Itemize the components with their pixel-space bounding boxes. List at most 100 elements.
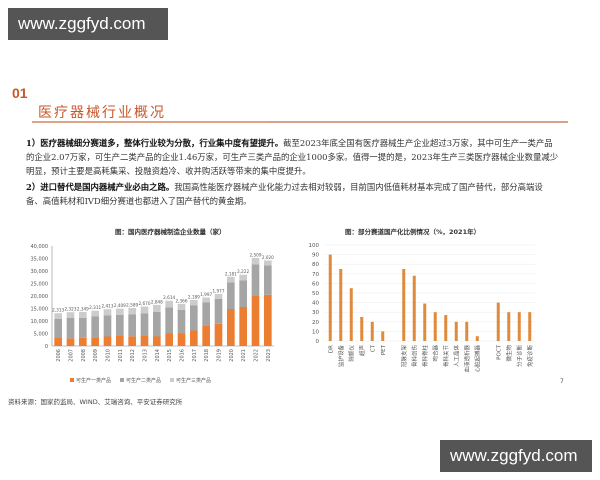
bar-segment [103, 336, 112, 346]
legend-swatch [120, 378, 124, 382]
bar [402, 269, 406, 341]
bar-segment [227, 282, 235, 309]
watermark-top: www.zggfyd.com [8, 8, 168, 40]
y-tick-label: 0 [316, 339, 320, 345]
bar [370, 321, 374, 341]
y-tick-label: 30 [312, 310, 319, 316]
bar-segment [177, 333, 186, 346]
legend-label: 可生产三类产品 [176, 377, 211, 384]
x-tick-label: 2008 [81, 349, 87, 362]
x-tick-label: 2015 [167, 349, 173, 362]
bar-segment [227, 309, 235, 346]
y-tick-label: 30,000 [31, 269, 49, 275]
bar-segment [79, 317, 87, 338]
bar-segment [165, 300, 173, 308]
paragraph-1-line3: 明显，预计主要是高耗集采、投融资趋冷、收并购活跃等带来的集中度提升。 [26, 166, 311, 176]
bar-segment [91, 310, 99, 317]
bar [360, 317, 364, 341]
bar [423, 303, 427, 341]
bar-segment [190, 330, 198, 346]
y-tick-label: 15,000 [31, 307, 49, 313]
x-tick-label: 骨科创伤 [410, 345, 418, 368]
bar-segment [91, 337, 99, 346]
bar-segment [251, 257, 260, 265]
bar [444, 315, 448, 341]
bar [517, 312, 521, 341]
paragraph-1: 1）医疗器械细分赛道多，整体行业较为分散，行业集中度有望提升。截至2023年底全… [26, 136, 586, 178]
source-note: 资料来源：国家药监局、WIND、艾瑞咨询、平安证券研究所 [8, 398, 183, 406]
watermark-bottom: www.zggfyd.com [440, 440, 592, 472]
x-tick-label: 2009 [93, 349, 99, 362]
bar [339, 269, 343, 341]
bar [454, 321, 458, 341]
x-tick-label: 吻合器 [431, 345, 439, 362]
data-label: 2,020 [262, 255, 274, 260]
x-tick-label: DR [328, 345, 334, 353]
y-tick-label: 10,000 [31, 319, 49, 325]
bar-segment [251, 295, 260, 346]
y-tick-label: 0 [45, 344, 48, 350]
bar-segment [91, 316, 99, 338]
y-tick-label: 90 [312, 253, 319, 259]
y-tick-label: 60 [312, 281, 319, 287]
bar-segment [239, 274, 247, 281]
bar-segment [66, 318, 75, 339]
title-underline [32, 121, 268, 123]
bar-segment [79, 337, 87, 346]
bar-segment [239, 307, 247, 346]
bar-segment [153, 304, 161, 312]
y-tick-label: 80 [312, 262, 319, 268]
bar [412, 275, 416, 341]
bar-segment [128, 314, 136, 337]
y-tick-label: 20,000 [31, 294, 49, 300]
y-tick-label: 25,000 [31, 282, 49, 288]
legend-label: 可生产一类产品 [76, 377, 111, 384]
enterprise-count-chart: 0 5,000 10,000 15,000 20,000 25,000 30,000 35,0… [31, 244, 275, 384]
data-label: 2,189 [188, 295, 200, 300]
x-tick-label: 免疫诊断 [526, 345, 534, 368]
bar-segment [190, 305, 198, 331]
bar-segment [165, 333, 173, 346]
bar-segment [251, 264, 260, 296]
bar-segment [264, 265, 272, 295]
x-tick-label: 2022 [254, 349, 260, 362]
chart-2-title: 图：部分赛道国产化比例情况（%，2021年） [345, 228, 481, 236]
bar [496, 302, 500, 341]
x-tick-label: POCT [496, 344, 502, 359]
x-tick-label: 2018 [204, 349, 210, 362]
section-title: 医疗器械行业概况 [38, 105, 166, 121]
bar-segment [116, 314, 124, 336]
x-tick-label: 2011 [118, 349, 124, 362]
x-tick-label: 2023 [266, 349, 272, 362]
bar [528, 312, 532, 341]
legend-swatch [170, 378, 174, 382]
bar-segment [239, 280, 247, 307]
legend-swatch [70, 378, 74, 382]
paragraph-1-line2: 的企业2.07万家，可生产二类产品的企业1.46万家，可生产三类产品的企业100… [26, 152, 559, 162]
data-label: 2,670 [139, 301, 151, 306]
data-label: 1,997 [200, 292, 212, 297]
bar-segment [177, 303, 186, 310]
bar-segment [264, 294, 272, 346]
bar-segment [66, 338, 75, 346]
bar-segment [227, 276, 235, 283]
data-label: 2,181 [225, 271, 237, 276]
x-tick-label: 2007 [69, 349, 75, 362]
paragraph-1-lead: 1）医疗器械细分赛道多，整体行业较为分散，行业集中度有望提升。 [26, 138, 284, 148]
legend-label: 可生产二类产品 [126, 377, 161, 384]
bar-segment [66, 312, 75, 318]
x-tick-label: 2017 [192, 349, 198, 362]
bar [328, 254, 332, 341]
y-tick-label: 40 [312, 301, 319, 307]
x-tick-label: 骨科脊柱 [421, 345, 429, 368]
bar-segment [202, 297, 210, 303]
y-tick-label: 20 [312, 320, 319, 326]
bar-segment [202, 302, 210, 326]
data-label: 2,589 [126, 303, 138, 308]
bar [433, 312, 437, 341]
bar-segment [140, 306, 149, 314]
bar-segment [153, 312, 161, 337]
bar-segment [128, 336, 136, 346]
data-label: 2,614 [163, 295, 175, 300]
bar-segment [103, 309, 112, 316]
